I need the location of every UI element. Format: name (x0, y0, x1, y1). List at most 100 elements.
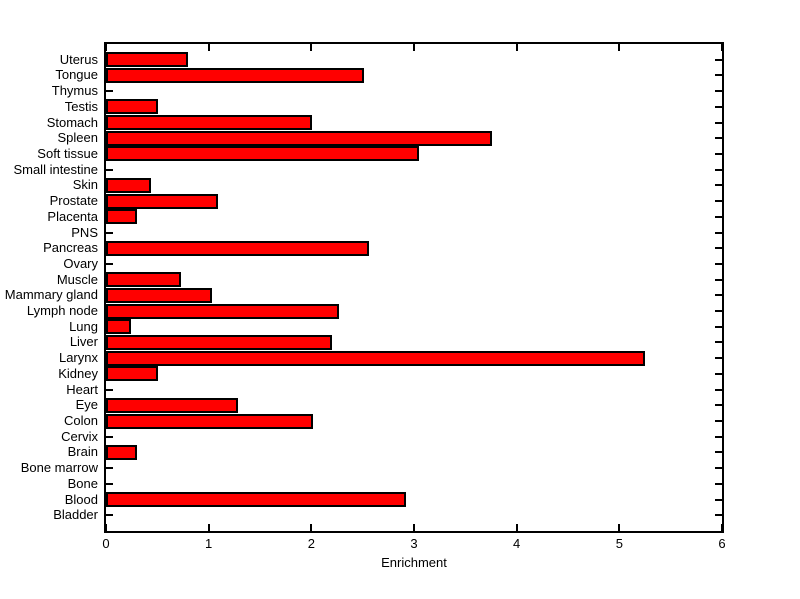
y-tick-right (715, 184, 722, 187)
y-tick-right (715, 514, 722, 517)
bar-muscle (106, 272, 181, 288)
x-tick-top (618, 44, 621, 51)
x-tick-top (207, 44, 210, 51)
y-tick-right (715, 152, 722, 155)
bar-prostate (106, 193, 218, 209)
x-tick-top (310, 44, 313, 51)
x-tick-label: 1 (205, 536, 213, 551)
y-tick-left (106, 467, 113, 470)
x-tick-top (105, 44, 107, 51)
y-tick-right (715, 404, 722, 407)
bar-blood (106, 492, 406, 508)
y-tick-label: Spleen (57, 130, 98, 146)
y-tick-right (715, 420, 722, 423)
y-tick-label: Bone (67, 475, 98, 491)
x-axis-title: Enrichment (381, 555, 447, 570)
y-tick-right (715, 137, 722, 140)
y-tick-label: Soft tissue (37, 145, 98, 161)
y-tick-left (106, 262, 113, 265)
bar-lymph-node (106, 303, 339, 319)
y-tick-label: Liver (69, 334, 98, 350)
x-tick-bottom (721, 524, 723, 531)
y-tick-label: Larynx (58, 350, 98, 366)
x-tick-label: 3 (410, 536, 418, 551)
y-tick-label: Stomach (46, 114, 98, 130)
y-tick-label: Bone marrow (20, 460, 98, 476)
y-tick-right (715, 357, 722, 360)
y-tick-right (715, 310, 722, 313)
bar-testis (106, 99, 158, 115)
y-tick-right (715, 90, 722, 93)
y-tick-right (715, 58, 722, 61)
y-tick-label: Bladder (53, 507, 98, 523)
bar-placenta (106, 209, 137, 225)
bar-mammary-gland (106, 287, 212, 303)
y-tick-right (715, 388, 722, 391)
y-tick-left (106, 514, 113, 517)
y-tick-right (715, 168, 722, 171)
x-tick-label: 6 (718, 536, 726, 551)
bar-skin (106, 177, 151, 193)
y-tick-right (715, 294, 722, 297)
y-tick-right (715, 341, 722, 344)
x-tick-label: 4 (513, 536, 521, 551)
y-tick-label: Testis (64, 98, 98, 114)
x-tick-top (413, 44, 415, 51)
bar-spleen (106, 130, 492, 146)
y-tick-label: PNS (71, 224, 98, 240)
bar-stomach (106, 115, 312, 131)
x-tick-bottom (207, 524, 210, 531)
y-tick-label: Tongue (55, 67, 98, 83)
y-tick-label: Ovary (63, 255, 98, 271)
y-tick-label: Cervix (61, 428, 98, 444)
y-tick-left (106, 388, 113, 391)
bar-larynx (106, 350, 645, 366)
bar-liver (106, 334, 332, 350)
y-tick-label: Mammary gland (4, 287, 98, 303)
x-tick-bottom (105, 524, 107, 531)
y-tick-label: Lung (69, 318, 98, 334)
y-tick-left (106, 482, 113, 485)
y-tick-label: Heart (66, 381, 98, 397)
y-tick-label: Prostate (49, 193, 98, 209)
y-tick-right (715, 121, 722, 124)
bar-tongue (106, 67, 364, 83)
x-tick-top (515, 44, 518, 51)
y-tick-label: Eye (75, 397, 98, 413)
x-tick-label: 5 (615, 536, 623, 551)
y-tick-right (715, 215, 722, 218)
y-tick-right (715, 200, 722, 203)
plot-area (104, 42, 724, 533)
y-tick-left (106, 90, 113, 93)
x-tick-bottom (618, 524, 621, 531)
y-tick-label: Thymus (51, 83, 98, 99)
y-tick-label: Muscle (56, 271, 98, 287)
bar-colon (106, 413, 313, 429)
x-tick-bottom (413, 524, 415, 531)
y-tick-label: Pancreas (43, 240, 98, 256)
y-tick-label: Lymph node (26, 303, 98, 319)
y-tick-label: Kidney (58, 365, 98, 381)
y-tick-right (715, 498, 722, 501)
bar-uterus (106, 52, 188, 68)
x-tick-top (721, 44, 723, 51)
y-tick-left (106, 435, 113, 438)
bar-kidney (106, 366, 158, 382)
y-tick-right (715, 451, 722, 454)
bar-brain (106, 444, 137, 460)
y-tick-right (715, 105, 722, 108)
bar-pancreas (106, 240, 369, 256)
y-tick-right (715, 482, 722, 485)
x-tick-label: 2 (307, 536, 315, 551)
bar-eye (106, 397, 238, 413)
y-tick-label: Blood (64, 491, 98, 507)
y-tick-right (715, 467, 722, 470)
y-tick-label: Placenta (47, 208, 98, 224)
y-tick-right (715, 435, 722, 438)
y-tick-right (715, 372, 722, 375)
y-tick-left (106, 231, 113, 234)
y-tick-right (715, 262, 722, 265)
y-tick-left (106, 168, 113, 171)
bar-lung (106, 319, 131, 335)
